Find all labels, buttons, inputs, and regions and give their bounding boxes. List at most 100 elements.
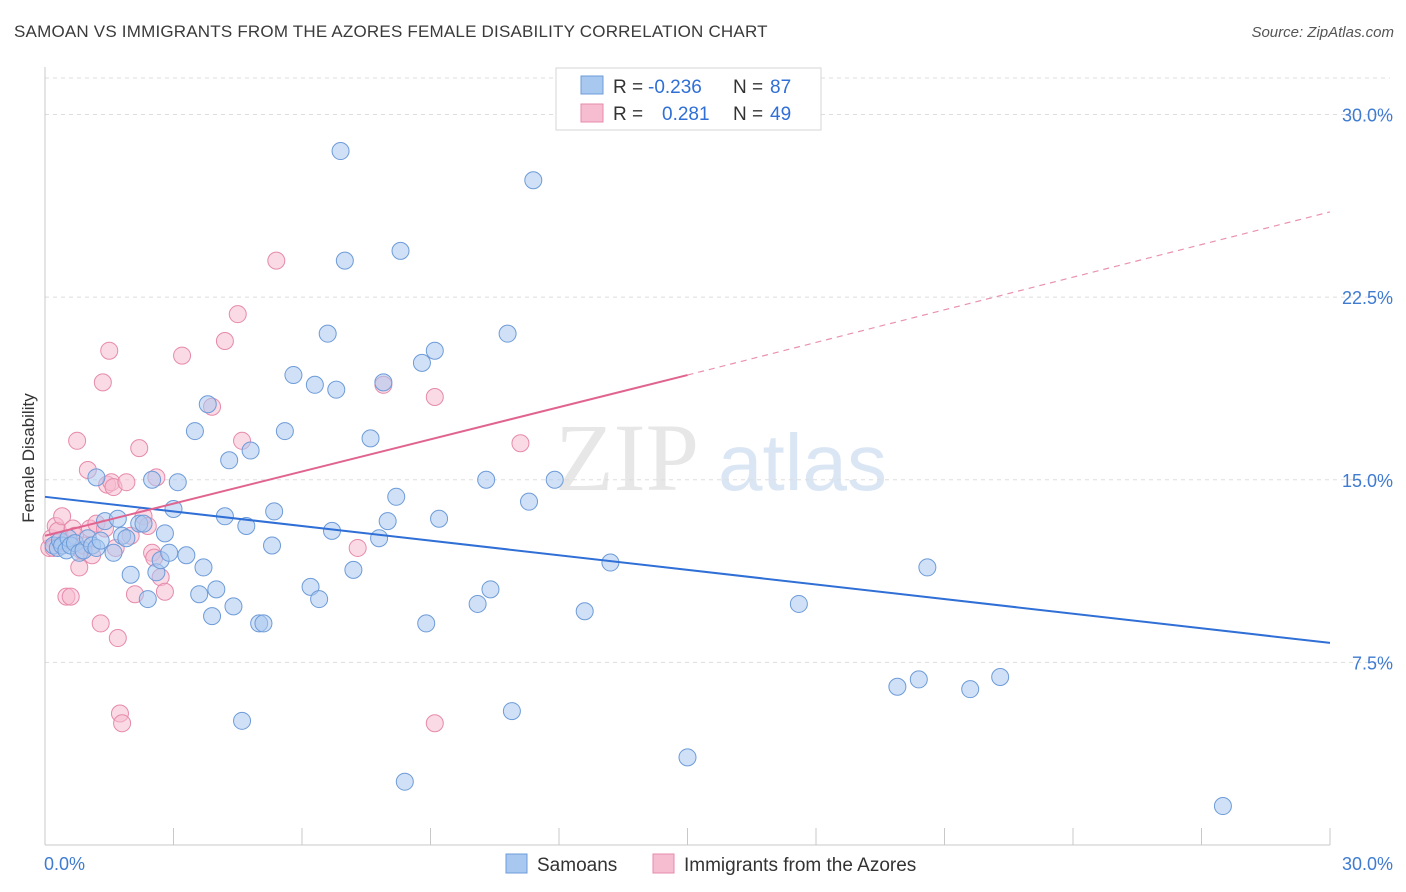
samoan-point [284, 366, 303, 385]
samoan-point [391, 241, 410, 260]
legend-box: R = -0.236 N = 87 R = 0.281 N = 49 [555, 67, 822, 131]
bottom-legend: Samoans Immigrants from the Azores [505, 853, 916, 876]
legend-n-label-1: N = [733, 77, 763, 98]
y-tick-label: 7.5% [1352, 653, 1393, 673]
samoan-point [237, 517, 256, 536]
azores-point [117, 473, 136, 492]
samoan-point [160, 543, 179, 562]
azores-trendline-dashed [687, 211, 1331, 376]
chart-title: SAMOAN VS IMMIGRANTS FROM THE AZORES FEM… [14, 22, 768, 41]
legend-r-label-1: R = [613, 77, 643, 98]
samoan-point [502, 702, 521, 721]
azores-point [130, 439, 149, 458]
bottom-legend-azores: Immigrants from the Azores [684, 855, 916, 876]
samoan-point [481, 580, 500, 599]
samoan-point [1213, 797, 1232, 816]
samoan-point [121, 565, 140, 584]
azores-point [425, 387, 444, 406]
x-tick-label: 0.0% [44, 854, 85, 874]
samoan-point [961, 680, 980, 699]
samoan-point [387, 487, 406, 506]
azores-point [425, 714, 444, 733]
trend-layer [44, 211, 1331, 644]
samoan-point [207, 580, 226, 599]
samoan-point [395, 772, 414, 791]
azores-point [93, 373, 112, 392]
samoan-point [198, 395, 217, 414]
azores-point [173, 346, 192, 365]
samoan-point [177, 546, 196, 565]
samoan-point [220, 451, 239, 470]
watermark-zip: ZIP [555, 404, 699, 511]
samoan-point [335, 251, 354, 270]
samoan-point [417, 614, 436, 633]
azores-point [348, 538, 367, 557]
samoan-point [344, 560, 363, 579]
azores-point [511, 434, 530, 453]
samoan-point [87, 468, 106, 487]
samoan-point [378, 512, 397, 531]
samoan-point [361, 429, 380, 448]
samoan-point [310, 590, 329, 609]
samoan-point [545, 470, 564, 489]
samoan-point [430, 509, 449, 528]
azores-point [155, 582, 174, 601]
samoans-trendline [44, 495, 1331, 644]
samoan-point [331, 142, 350, 161]
source-label: Source: ZipAtlas.com [1251, 24, 1394, 41]
watermark-atlas: atlas [718, 418, 887, 507]
samoan-point [918, 558, 937, 577]
legend-r-label-2: R = [613, 104, 643, 125]
x-tick-label: 30.0% [1342, 854, 1393, 874]
axis-layer: 7.5% 15.0% 22.5% 30.0% 0.0% 30.0% [44, 67, 1393, 874]
legend-r-value-1: -0.236 [648, 77, 702, 98]
azores-point [61, 587, 80, 606]
samoan-point [524, 171, 543, 190]
samoan-point [678, 748, 697, 767]
legend-swatch-samoans [580, 75, 604, 95]
samoan-point [254, 614, 273, 633]
azores-point [100, 341, 119, 360]
bottom-legend-swatch-azores [652, 853, 675, 874]
samoan-point [318, 324, 337, 343]
samoan-point [301, 577, 320, 596]
y-tick-label: 22.5% [1342, 288, 1393, 308]
azores-point [108, 629, 127, 648]
legend-r-value-2: 0.281 [662, 104, 710, 125]
y-axis-label: Female Disability [19, 393, 38, 523]
samoan-point [185, 422, 204, 441]
series-azores-points [40, 251, 530, 733]
bottom-legend-samoans: Samoans [537, 855, 617, 876]
samoan-point [575, 602, 594, 621]
samoan-point [104, 543, 123, 562]
azores-trendline-solid [44, 374, 688, 537]
samoan-point [190, 585, 209, 604]
azores-point [228, 305, 247, 324]
samoan-point [134, 514, 153, 533]
samoan-point [194, 558, 213, 577]
samoan-point [789, 594, 808, 613]
samoan-point [275, 422, 294, 441]
samoan-point [265, 502, 284, 521]
samoan-point [498, 324, 517, 343]
samoan-point [263, 536, 282, 555]
samoan-point [468, 594, 487, 613]
samoan-point [117, 529, 136, 548]
samoan-point [370, 529, 389, 548]
samoan-point [155, 524, 174, 543]
series-samoans-points [44, 142, 1232, 816]
bottom-legend-swatch-samoans [505, 853, 528, 874]
samoan-point [888, 677, 907, 696]
azores-point [215, 331, 234, 350]
samoan-point [233, 711, 252, 730]
samoan-point [425, 341, 444, 360]
samoan-point [520, 492, 539, 511]
legend-n-label-2: N = [733, 104, 763, 125]
samoan-point [305, 375, 324, 394]
legend-n-value-1: 87 [770, 77, 791, 98]
azores-point [267, 251, 286, 270]
azores-point [53, 507, 72, 526]
legend-swatch-azores [580, 103, 604, 123]
grid-layer [45, 77, 1390, 663]
samoan-point [224, 597, 243, 616]
